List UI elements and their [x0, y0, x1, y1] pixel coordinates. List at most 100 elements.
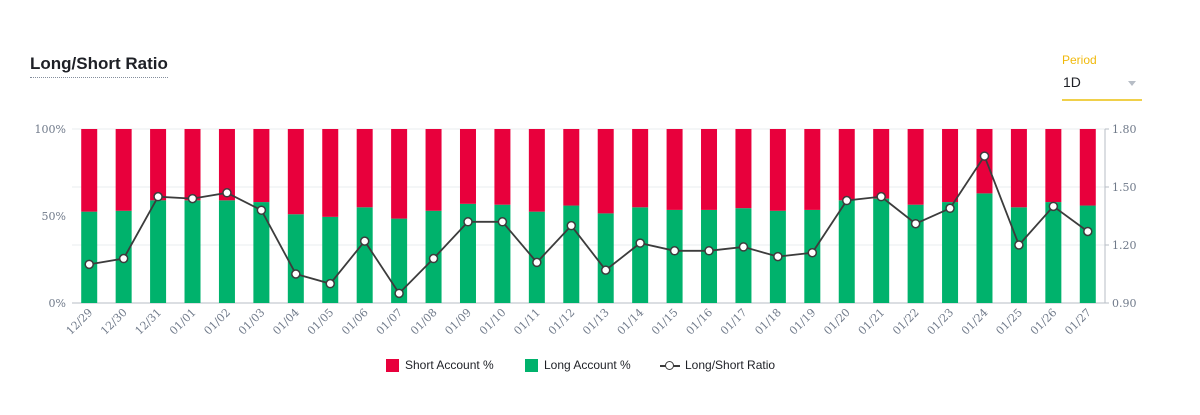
y-tick-label: 0%: [49, 297, 66, 310]
x-tick-label: 12/30: [98, 306, 130, 338]
y2-tick-label: 1.20: [1112, 239, 1137, 252]
x-tick-label: 01/12: [546, 306, 578, 338]
long-bar: [942, 202, 959, 303]
legend-ratio-label: Long/Short Ratio: [685, 358, 776, 372]
legend-ratio[interactable]: Long/Short Ratio: [660, 358, 775, 372]
long-bar: [356, 207, 373, 303]
short-bar: [563, 129, 580, 206]
ratio-point: [600, 265, 611, 275]
x-tick-label: 12/29: [64, 306, 96, 338]
short-bar: [391, 129, 408, 219]
long-swatch: [525, 358, 538, 372]
short-bar: [425, 129, 442, 211]
x-tick-label: 01/20: [821, 306, 853, 338]
period-value: 1D: [1063, 74, 1081, 90]
short-bar: [976, 129, 993, 194]
ratio-point: [84, 259, 94, 270]
ratio-point: [428, 253, 439, 264]
short-bar: [184, 129, 201, 201]
ratio-point: [979, 151, 990, 161]
short-swatch: [386, 358, 399, 372]
long-bar: [150, 200, 167, 303]
short-bar: [597, 129, 614, 214]
short-bar: [942, 129, 959, 203]
x-tick-label: 01/15: [649, 306, 681, 338]
long-bar: [735, 208, 752, 303]
x-tick-label: 01/08: [408, 306, 440, 338]
short-bar: [322, 129, 339, 217]
long-bar: [1010, 207, 1027, 303]
x-tick-label: 01/21: [856, 306, 888, 338]
long-bar: [459, 203, 476, 303]
x-tick-label: 01/26: [1028, 306, 1060, 338]
ratio-point: [497, 217, 508, 227]
short-bar: [150, 129, 167, 201]
ratio-point: [291, 269, 301, 279]
ratio-point: [842, 195, 852, 206]
long-bar: [218, 200, 235, 303]
long-bar: [528, 211, 545, 303]
ratio-point: [1048, 201, 1059, 212]
period-dropdown[interactable]: 1D: [1062, 74, 1142, 101]
x-tick-label: 01/09: [442, 306, 474, 338]
ratio-point: [532, 257, 542, 268]
short-bar: [528, 129, 545, 212]
y2-tick-label: 1.80: [1112, 123, 1137, 136]
x-tick-label: 01/01: [167, 306, 199, 338]
ratio-point: [118, 253, 129, 264]
long-bar: [184, 200, 201, 303]
x-tick-label: 01/11: [511, 306, 543, 338]
x-tick-label: 01/02: [201, 306, 233, 338]
ratio-point: [325, 278, 335, 289]
long-bar: [563, 205, 580, 303]
short-bar: [701, 129, 718, 210]
x-tick-label: 01/19: [787, 306, 819, 338]
long-bar: [322, 216, 339, 303]
long-bar: [873, 198, 890, 303]
long-bar: [81, 211, 98, 303]
ratio-point: [256, 205, 267, 215]
chart-title: Long/Short Ratio: [30, 54, 168, 78]
ratio-point: [566, 220, 577, 231]
long-short-chart: 0% 50% 100% 0.90 1.20 1.50 1.80 12/29 12/30 12/31…: [35, 123, 1137, 338]
ratio-line-swatch: [660, 359, 680, 372]
y-tick-label: 100%: [35, 123, 66, 136]
long-bar: [632, 207, 649, 303]
x-tick-label: 01/18: [752, 306, 784, 338]
short-bar: [632, 129, 649, 208]
long-bar: [253, 202, 270, 303]
x-tick-label: 01/23: [925, 306, 957, 338]
ratio-point: [773, 251, 783, 262]
short-bar: [838, 129, 855, 201]
short-bar: [115, 129, 132, 211]
short-bar: [253, 129, 270, 203]
ratio-line: [89, 154, 1089, 295]
legend-long-label: Long Account %: [544, 358, 631, 372]
short-bar: [769, 129, 786, 211]
ratio-point: [910, 218, 921, 229]
ratio-point: [153, 191, 163, 202]
ratio-point: [187, 193, 198, 204]
short-bar: [356, 129, 373, 208]
x-tick-label: 01/24: [959, 306, 991, 338]
x-tick-label: 01/05: [305, 306, 337, 338]
legend-short[interactable]: Short Account %: [386, 358, 494, 372]
short-bar: [666, 129, 683, 210]
short-bar: [804, 129, 821, 210]
period-selector: Period 1D: [1062, 53, 1142, 101]
ratio-point: [222, 188, 232, 198]
x-tick-label: 01/04: [270, 306, 302, 338]
x-tick-label: 01/10: [477, 306, 509, 338]
long-bar: [287, 214, 304, 303]
short-bar: [81, 129, 98, 212]
x-tick-label: 01/03: [236, 306, 268, 338]
short-bar: [1079, 129, 1096, 206]
long-bar: [701, 209, 718, 303]
chevron-down-icon[interactable]: [1128, 81, 1136, 86]
y-tick-label: 50%: [42, 210, 66, 223]
ratio-point: [635, 238, 645, 248]
ratio-point: [945, 203, 955, 214]
y2-tick-label: 1.50: [1112, 181, 1137, 194]
long-bar: [666, 209, 683, 303]
legend-long[interactable]: Long Account %: [525, 358, 631, 372]
